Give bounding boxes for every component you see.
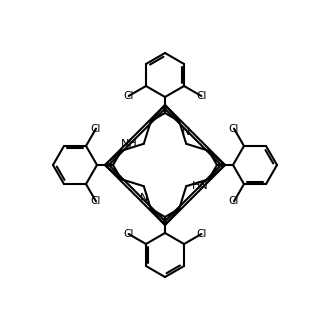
- Text: HN: HN: [192, 181, 209, 191]
- Text: Cl: Cl: [229, 124, 239, 134]
- Text: N: N: [140, 193, 148, 203]
- Text: Cl: Cl: [196, 229, 207, 239]
- Text: Cl: Cl: [91, 196, 101, 206]
- Text: Cl: Cl: [91, 124, 101, 134]
- Text: Cl: Cl: [123, 229, 134, 239]
- Text: N: N: [182, 127, 190, 137]
- Text: Cl: Cl: [229, 196, 239, 206]
- Text: Cl: Cl: [123, 91, 134, 101]
- Text: NH: NH: [121, 139, 138, 149]
- Text: Cl: Cl: [196, 91, 207, 101]
